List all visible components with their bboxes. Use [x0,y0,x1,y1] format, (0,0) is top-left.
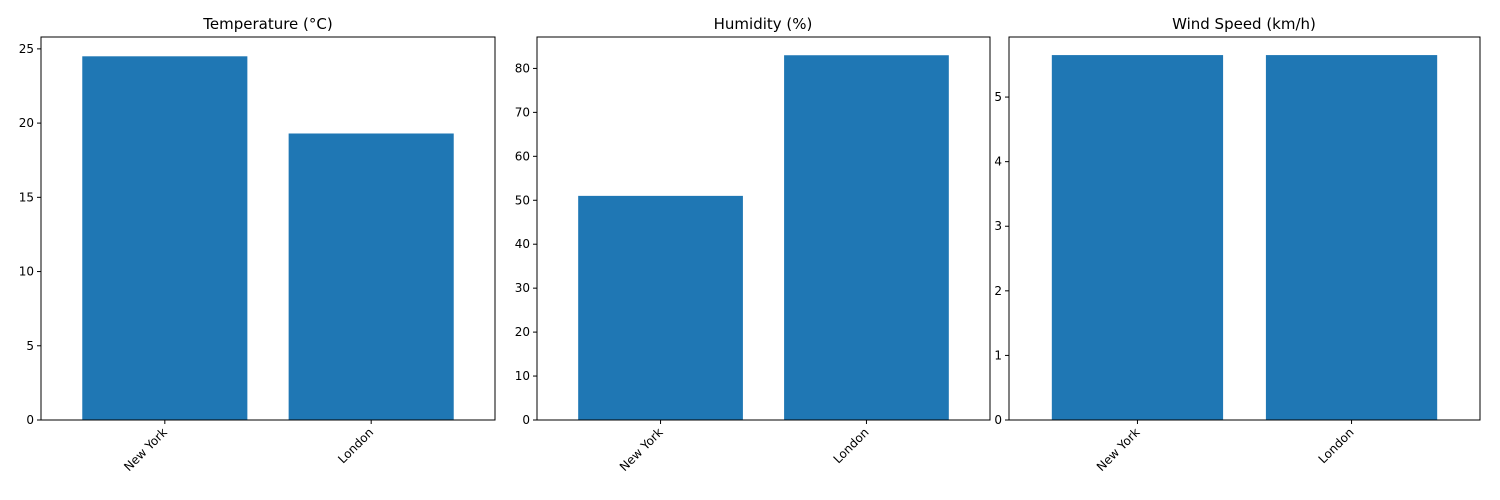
y-tick-label-temperature-2: 10 [19,265,34,279]
y-axis-humidity: 0 10 20 30 40 50 60 70 80 [515,61,537,427]
y-axis-temperature: 0 5 10 15 20 25 [19,42,41,427]
bar-humidity-1 [784,55,949,420]
y-tick-label-wind-speed-4: 4 [994,155,1002,169]
y-tick-label-temperature-3: 15 [19,190,34,204]
bars-humidity [578,55,949,420]
y-tick-label-humidity-8: 80 [515,61,530,75]
y-tick-label-wind-speed-3: 3 [994,219,1002,233]
axes-frame-humidity [536,36,991,421]
chart-title-humidity: Humidity (%) [714,15,813,33]
y-tick-label-wind-speed-0: 0 [994,413,1002,427]
chart-title-wind-speed: Wind Speed (km/h) [1172,15,1316,33]
y-tick-label-wind-speed-1: 1 [994,348,1002,362]
bar-wind-speed-0 [1051,55,1224,420]
y-tick-label-humidity-3: 30 [515,281,530,295]
y-tick-label-temperature-4: 20 [19,116,34,130]
y-tick-label-humidity-1: 10 [515,369,530,383]
axes-frame-temperature [40,36,496,421]
y-tick-label-temperature-1: 5 [26,339,34,353]
bar-temperature-0 [82,56,248,420]
y-tick-label-temperature-0: 0 [26,413,34,427]
axes-frame-wind-speed [1008,36,1481,421]
bar-wind-speed-1 [1265,55,1438,420]
bar-temperature-1 [288,133,454,420]
y-tick-label-wind-speed-2: 2 [994,284,1002,298]
y-tick-label-humidity-2: 20 [515,325,530,339]
y-tick-label-humidity-5: 50 [515,193,530,207]
chart-title-temperature: Temperature (°C) [202,15,332,33]
bars-wind-speed [1051,55,1438,420]
y-axis-wind-speed: 0 1 2 3 4 5 [994,90,1009,427]
y-tick-label-wind-speed-5: 5 [994,90,1002,104]
bars-temperature [82,56,454,420]
bar-humidity-0 [578,195,743,420]
y-tick-label-humidity-4: 40 [515,237,530,251]
y-tick-label-temperature-5: 25 [19,42,34,56]
y-tick-label-humidity-7: 70 [515,105,530,119]
y-tick-label-humidity-0: 0 [522,413,530,427]
y-tick-label-humidity-6: 60 [515,149,530,163]
